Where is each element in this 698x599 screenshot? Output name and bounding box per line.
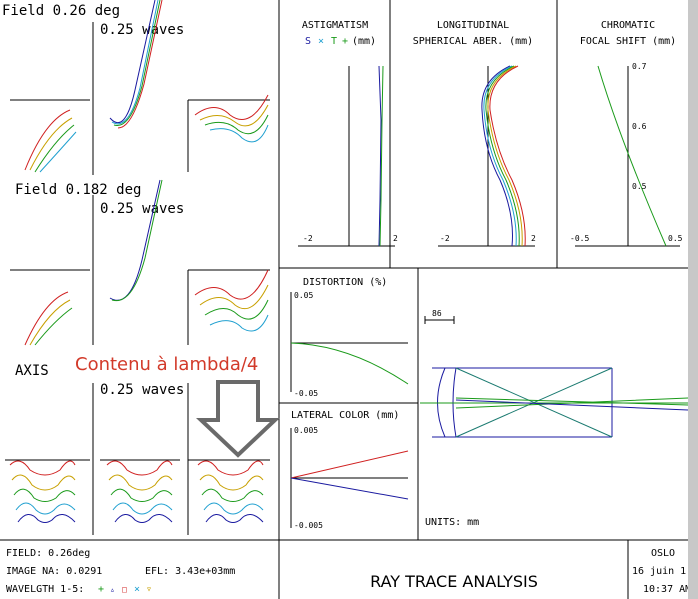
distortion-ymax: 0.05 (294, 291, 313, 300)
chromatic-title2: FOCAL SHIFT (mm) (580, 36, 676, 47)
vertical-scrollbar[interactable] (688, 0, 698, 599)
chromatic-xmax: 0.5 (668, 234, 683, 243)
astigmatism-units: (mm) (352, 36, 376, 47)
astigmatism-legend-plus: + (342, 36, 348, 47)
chromatic-y-ticks-0: 0.7 (632, 62, 647, 71)
fan-label-field-1: Field 0.26 deg (2, 3, 120, 19)
lateral-color-ymax: 0.005 (294, 426, 318, 435)
chromatic-xmin: -0.5 (570, 234, 589, 243)
astigmatism-legend-t: T (331, 36, 337, 47)
lateral-color-plot: LATERAL COLOR (mm) 0.005 -0.005 (290, 410, 409, 530)
lateral-color-ymin: -0.005 (294, 521, 323, 530)
report-title: RAY TRACE ANALYSIS (370, 572, 538, 591)
down-arrow-icon (195, 380, 281, 458)
footer-wl-symbols-3: × (134, 584, 140, 595)
footer-wavelength: WAVELGTH 1-5: (6, 584, 84, 595)
distortion-title: DISTORTION (%) (303, 277, 387, 288)
longitudinal-title1: LONGITUDINAL (437, 20, 509, 31)
astigmatism-xmin: -2 (303, 234, 313, 243)
distortion-ymin: -0.05 (294, 389, 318, 398)
lateral-color-title: LATERAL COLOR (mm) (291, 410, 399, 421)
astigmatism-plot: ASTIGMATISM S × T + (mm) -2 2 (298, 20, 398, 247)
chromatic-y-ticks-2: 0.5 (632, 182, 647, 191)
footer-image-na: IMAGE NA: 0.0291 (6, 566, 102, 577)
footer-wl-symbols-0: + (98, 584, 104, 595)
longitudinal-xmax: 2 (531, 234, 536, 243)
chromatic-focal-shift-plot: CHROMATIC FOCAL SHIFT (mm) 0.7 0.6 0.5 -… (570, 20, 683, 247)
footer-wl-symbols-1: ▵ (110, 585, 115, 594)
footer-wl-symbols-4: ▿ (146, 584, 152, 595)
footer-wl-symbols-2: □ (122, 585, 127, 594)
lens-units: UNITS: mm (425, 517, 479, 528)
app-name: OSLO (651, 548, 675, 559)
chromatic-title1: CHROMATIC (601, 20, 655, 31)
chromatic-y-ticks-1: 0.6 (632, 122, 647, 131)
astigmatism-xmax: 2 (393, 234, 398, 243)
fan-label-axis: AXIS (15, 363, 49, 379)
footer-field: FIELD: 0.26deg (6, 548, 90, 559)
footer-info: FIELD: 0.26deg IMAGE NA: 0.0291 EFL: 3.4… (6, 548, 691, 595)
ray-fan-plots: Field 0.26 deg 0.25 waves Field 0.182 de… (2, 0, 270, 535)
fan-label-field-2: Field 0.182 deg (15, 182, 141, 198)
footer-efl: EFL: 3.43e+03mm (145, 566, 235, 577)
annotation-text: Contenu à lambda/4 (75, 354, 258, 375)
astigmatism-title: ASTIGMATISM (302, 20, 368, 31)
astigmatism-legend-x: × (318, 36, 324, 47)
longitudinal-xmin: -2 (440, 234, 450, 243)
longitudinal-title2: SPHERICAL ABER. (mm) (413, 36, 533, 47)
report-date: 16 juin 1 (632, 566, 686, 577)
fan-waves-1: 0.25 waves (100, 22, 184, 38)
fan-waves-3: 0.25 waves (100, 382, 184, 398)
lens-scale: 86 (432, 309, 442, 318)
longitudinal-spherical-plot: LONGITUDINAL SPHERICAL ABER. (mm) -2 2 (413, 20, 536, 247)
distortion-plot: DISTORTION (%) 0.05 -0.05 (290, 277, 409, 398)
lens-layout-drawing: 86 UNITS: mm (420, 309, 689, 528)
fan-waves-2: 0.25 waves (100, 201, 184, 217)
astigmatism-legend-s: S (305, 36, 311, 47)
report-time: 10:37 AM (643, 584, 691, 595)
